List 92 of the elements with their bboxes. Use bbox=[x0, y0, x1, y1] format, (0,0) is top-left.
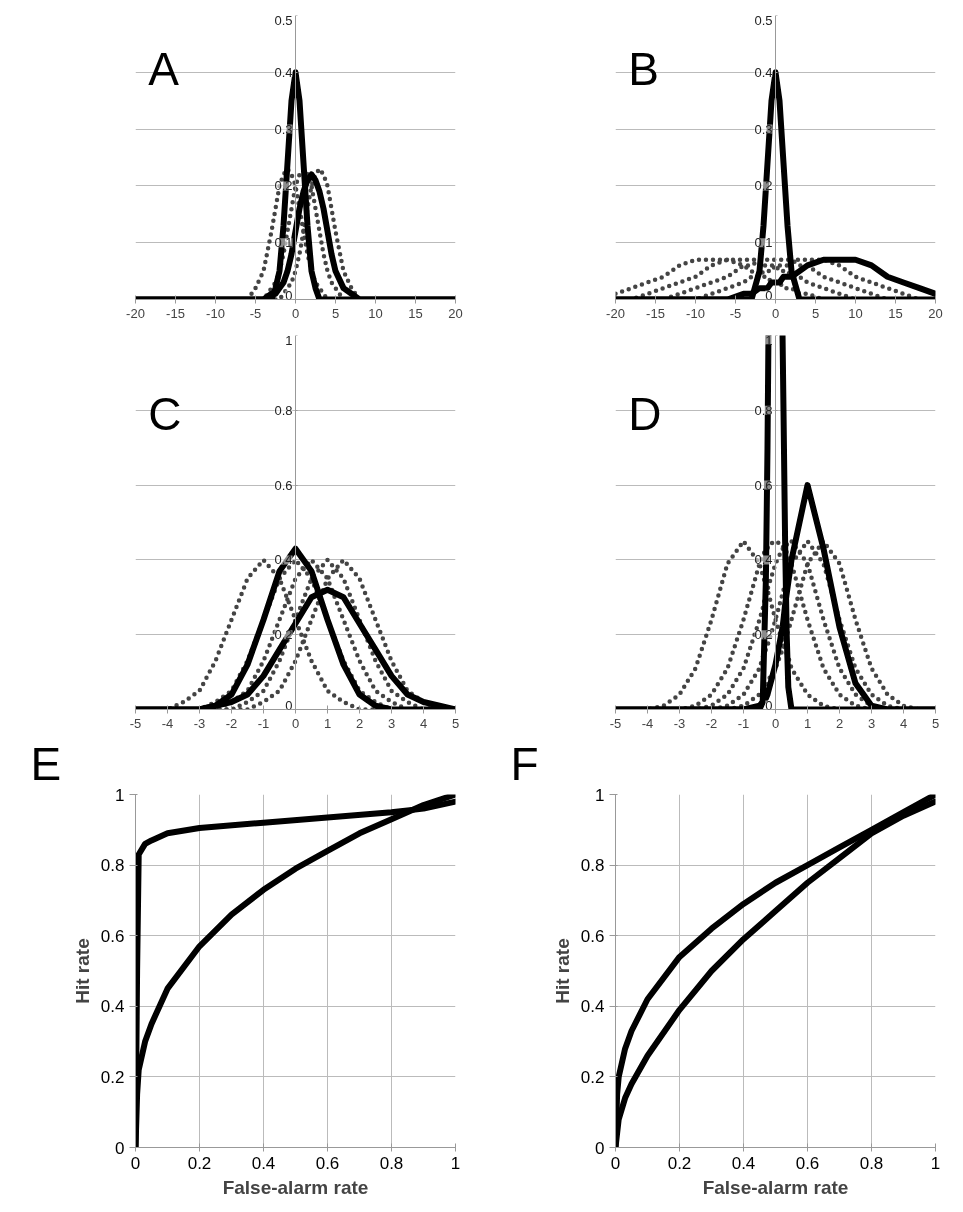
x-tick-label: 0.6 bbox=[795, 1153, 820, 1173]
x-tick-label: 5 bbox=[451, 715, 460, 731]
text: D bbox=[628, 388, 662, 441]
x-tick-label: 10 bbox=[848, 305, 863, 321]
x-tick-label: -2 bbox=[225, 715, 238, 731]
y-tick-label: 0.6 bbox=[580, 926, 605, 946]
y-tick-label: 0.2 bbox=[274, 627, 293, 643]
x-tick-label: 0.4 bbox=[251, 1153, 276, 1173]
y-tick-label: 1 bbox=[285, 332, 293, 348]
x-tick-label: -5 bbox=[249, 305, 262, 321]
y-tick-label: 0.4 bbox=[274, 552, 293, 568]
x-axis-title: False-alarm rate bbox=[222, 1176, 369, 1198]
chart-title: F bbox=[510, 737, 539, 790]
x-tick-label: -4 bbox=[641, 715, 654, 731]
x-tick-label: 0 bbox=[610, 1153, 621, 1173]
x-tick-label: -1 bbox=[257, 715, 270, 731]
text: B bbox=[628, 43, 659, 96]
x-tick-label: 0 bbox=[130, 1153, 141, 1173]
y-tick-label: 1 bbox=[595, 785, 605, 805]
x-tick-label: 4 bbox=[419, 715, 428, 731]
y-tick-label: 0.2 bbox=[754, 627, 773, 643]
x-tick-label: 20 bbox=[928, 305, 943, 321]
y-axis-title: Hit rate bbox=[551, 938, 573, 1004]
x-tick-label: 5 bbox=[811, 305, 820, 321]
x-tick-label: 20 bbox=[448, 305, 463, 321]
y-tick-label: 0 bbox=[285, 697, 293, 713]
x-tick-label: 0.2 bbox=[187, 1153, 212, 1173]
x-tick-label: 3 bbox=[387, 715, 396, 731]
y-tick-label: 0 bbox=[115, 1138, 125, 1158]
y-tick-label: 0.4 bbox=[274, 64, 293, 80]
y-tick-label: 0.3 bbox=[754, 121, 773, 137]
x-tick-label: -3 bbox=[673, 715, 686, 731]
x-tick-label: 5 bbox=[931, 715, 940, 731]
x-tick-label: 5 bbox=[331, 305, 340, 321]
chart-title: E bbox=[30, 737, 62, 790]
x-tick-label: 0.4 bbox=[731, 1153, 756, 1173]
y-tick-label: 0.4 bbox=[754, 64, 773, 80]
y-tick-label: 0.2 bbox=[274, 178, 293, 194]
y-tick-label: 0.8 bbox=[580, 856, 605, 876]
y-tick-label: 0 bbox=[595, 1138, 605, 1158]
y-tick-label: 0 bbox=[285, 287, 293, 303]
x-tick-label: 0.6 bbox=[315, 1153, 340, 1173]
x-tick-label: -5 bbox=[609, 715, 622, 731]
y-tick-label: 1 bbox=[115, 785, 125, 805]
x-tick-label: 0.2 bbox=[667, 1153, 692, 1173]
y-axis-title: Hit rate bbox=[71, 938, 93, 1004]
y-tick-label: 0.4 bbox=[100, 997, 125, 1017]
x-tick-label: 15 bbox=[888, 305, 903, 321]
y-tick-label: 0.8 bbox=[754, 402, 773, 418]
x-tick-label: 2 bbox=[355, 715, 364, 731]
y-tick-label: 0.1 bbox=[754, 235, 773, 251]
x-tick-label: 1 bbox=[930, 1153, 941, 1173]
x-tick-label: -1 bbox=[737, 715, 750, 731]
x-tick-label: 3 bbox=[867, 715, 876, 731]
x-tick-label: -20 bbox=[606, 305, 625, 321]
x-tick-label: -20 bbox=[126, 305, 145, 321]
x-tick-label: 15 bbox=[408, 305, 423, 321]
x-tick-label: -2 bbox=[705, 715, 718, 731]
y-tick-label: 0.2 bbox=[754, 178, 773, 194]
x-tick-label: -5 bbox=[129, 715, 142, 731]
y-tick-label: 0 bbox=[765, 697, 773, 713]
y-tick-label: 0 bbox=[765, 287, 773, 303]
y-tick-label: 0.4 bbox=[580, 997, 605, 1017]
x-tick-label: -15 bbox=[646, 305, 665, 321]
y-tick-label: 0.2 bbox=[580, 1067, 605, 1087]
text: C bbox=[148, 388, 182, 441]
y-tick-label: 0.6 bbox=[754, 477, 773, 493]
x-tick-label: -10 bbox=[206, 305, 225, 321]
x-tick-label: 1 bbox=[803, 715, 812, 731]
y-tick-label: 0.3 bbox=[274, 121, 293, 137]
y-tick-label: 0.5 bbox=[754, 12, 773, 28]
y-tick-label: 0.8 bbox=[274, 402, 293, 418]
x-tick-label: -10 bbox=[686, 305, 705, 321]
y-tick-label: 0.6 bbox=[100, 926, 125, 946]
x-tick-label: -15 bbox=[166, 305, 185, 321]
x-tick-label: -3 bbox=[193, 715, 206, 731]
x-tick-label: -4 bbox=[161, 715, 174, 731]
y-tick-label: 0.2 bbox=[100, 1067, 125, 1087]
y-tick-label: 0.6 bbox=[274, 477, 293, 493]
y-tick-label: 0.1 bbox=[274, 235, 293, 251]
x-tick-label: -5 bbox=[729, 305, 742, 321]
y-tick-label: 0.5 bbox=[274, 12, 293, 28]
x-axis-title: False-alarm rate bbox=[702, 1176, 849, 1198]
x-tick-label: 10 bbox=[368, 305, 383, 321]
x-tick-label: 0.8 bbox=[859, 1153, 884, 1173]
x-tick-label: 4 bbox=[899, 715, 908, 731]
text: A bbox=[148, 43, 180, 96]
x-tick-label: 0.8 bbox=[379, 1153, 404, 1173]
x-tick-label: 2 bbox=[835, 715, 844, 731]
x-tick-label: 1 bbox=[450, 1153, 461, 1173]
y-tick-label: 0.8 bbox=[100, 856, 125, 876]
x-tick-label: 1 bbox=[323, 715, 332, 731]
